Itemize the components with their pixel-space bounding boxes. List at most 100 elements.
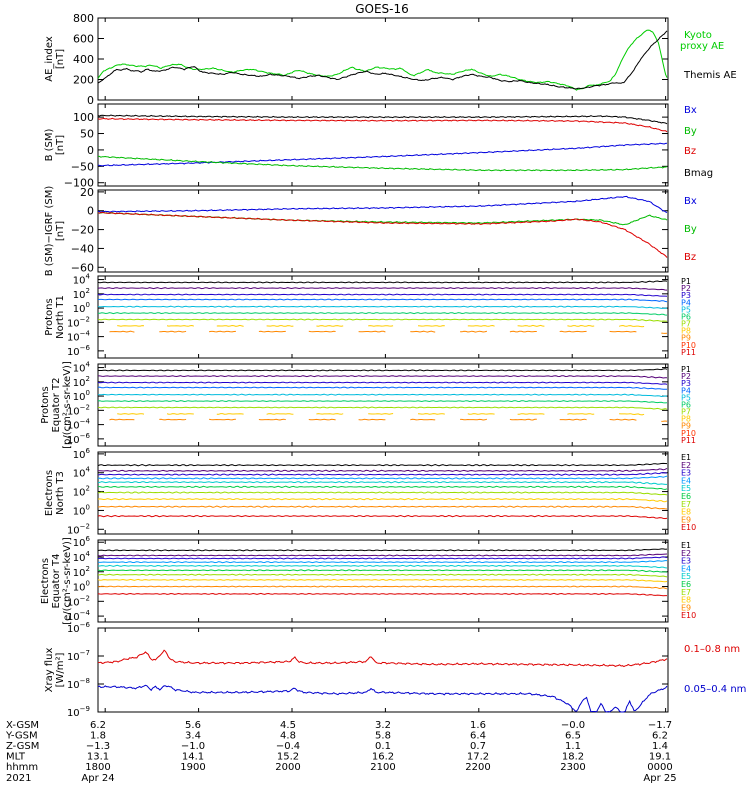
series-p6	[97, 400, 668, 404]
y-tick-label: 100	[73, 503, 90, 517]
y-tick-label: 10−6	[67, 344, 91, 358]
y-axis-label: B (SM)−IGRF (SM)	[44, 186, 55, 277]
series-p9	[109, 418, 668, 422]
y-tick-label: 104	[73, 550, 91, 564]
y-axis-label: [e/(cm²-s-sr-keV)]	[62, 537, 73, 625]
legend-p4: P4	[681, 298, 691, 307]
x-row-value: 1.4	[652, 741, 668, 752]
series-bx	[97, 142, 668, 167]
series-e1	[97, 462, 668, 467]
legend-e5: E5	[681, 484, 691, 493]
series-p2	[97, 287, 668, 291]
series-p7	[97, 318, 668, 322]
legend-p4: P4	[681, 386, 691, 395]
legend-e6: E6	[681, 492, 691, 501]
x-row-value: 5.6	[185, 720, 201, 731]
legend-p6: P6	[681, 400, 691, 409]
x-row-value: 1.1	[565, 741, 581, 752]
series-e9	[98, 505, 668, 510]
x-row-value: 5.8	[375, 731, 391, 742]
y-tick-label: 102	[73, 375, 90, 389]
panel-frame	[97, 275, 669, 359]
y-tick-label: 600	[73, 33, 94, 46]
legend-e9: E9	[681, 603, 691, 612]
y-tick-label: 800	[73, 12, 94, 25]
series-e4	[97, 560, 667, 564]
x-row-value: 2100	[370, 762, 395, 773]
series-p3	[97, 293, 668, 297]
y-tick-label: 10−4	[67, 418, 91, 432]
y-axis-label: B (SM)	[44, 128, 55, 161]
series-e9	[97, 585, 668, 590]
legend-e2: E2	[681, 461, 691, 470]
legend-e7: E7	[681, 500, 691, 509]
y-tick-label: −40	[71, 242, 94, 255]
y-tick-label: 10−7	[67, 649, 90, 663]
legend-p9: P9	[681, 422, 691, 431]
series-e8	[97, 497, 668, 503]
legend-p2: P2	[681, 284, 691, 293]
legend-e6: E6	[681, 580, 691, 589]
y-tick-label: 10−4	[67, 609, 91, 623]
x-row-value: 0000	[647, 762, 672, 773]
x-row-label-y-gsm: Y-GSM	[5, 731, 38, 742]
legend-bx: Bx	[684, 196, 697, 207]
legend-e4: E4	[681, 564, 691, 573]
legend-e1: E1	[681, 541, 691, 550]
x-row-label-x-gsm: X-GSM	[6, 720, 39, 731]
x-row-label-hhmm: hhmm	[6, 762, 38, 773]
legend-p10: P10	[681, 341, 696, 350]
x-row-value: 0.1	[375, 741, 391, 752]
y-tick-label: 100	[73, 111, 94, 124]
panel-frame	[97, 627, 669, 713]
series-e6	[98, 485, 668, 491]
y-axis-label: [p/(cm²-s-sr-keV)]	[62, 361, 73, 449]
series-e3	[97, 556, 668, 560]
x-axis-annotation: X-GSM 6.2 5.6 4.5 3.2 1.6 −0.0 −1.7 Y-GSM 1.8 3.4 4…	[5, 720, 677, 784]
legend-e7: E7	[681, 588, 691, 597]
panel-frame	[97, 103, 669, 187]
legend-e9: E9	[681, 515, 691, 524]
x-row-value: −0.4	[276, 741, 300, 752]
x-row-value: 2200	[465, 762, 490, 773]
x-row-value: 6.5	[565, 731, 581, 742]
x-start-date: Apr 24	[81, 773, 114, 784]
legend-p11: P11	[681, 348, 696, 357]
y-tick-label: 200	[73, 74, 94, 87]
x-row-value: 0.7	[470, 741, 486, 752]
legend-by: By	[684, 224, 697, 235]
x-row-value: 6.2	[652, 731, 668, 742]
legend-p10: P10	[681, 429, 696, 438]
series-p1	[97, 280, 668, 284]
panel-frame	[97, 539, 669, 623]
series-bx	[97, 195, 668, 213]
legend-p1: P1	[681, 277, 691, 286]
y-tick-label: 0	[87, 144, 94, 157]
series-p4	[97, 386, 668, 390]
x-row-value: 17.2	[467, 752, 489, 763]
series-p4	[97, 298, 668, 303]
series-e8	[97, 578, 668, 583]
x-row-value: 15.2	[277, 752, 299, 763]
legend-p11: P11	[681, 436, 696, 445]
y-tick-label: 100	[73, 580, 90, 594]
y-tick-label: 106	[73, 535, 91, 549]
panel-xray: 10−6 10−7 10−8 10−9 Xray flux [W/m²] 0.1–0.8 n…	[44, 621, 746, 719]
series-e7	[97, 491, 668, 496]
legend-e8: E8	[681, 596, 691, 605]
legend-p3: P3	[681, 291, 691, 300]
panel-bsm: −100 −50 0 50 100 B (SM) [nT] Bx By Bz Bmag	[44, 103, 713, 190]
legend-e1: E1	[681, 453, 691, 462]
legend-bz: Bz	[684, 146, 696, 157]
y-tick-label: 0	[87, 94, 94, 107]
series-by	[97, 155, 668, 172]
legend-e10: E10	[681, 523, 696, 532]
series-p9	[109, 330, 668, 334]
legend-p1: P1	[681, 365, 691, 374]
y-tick-label: 10−4	[67, 330, 91, 344]
